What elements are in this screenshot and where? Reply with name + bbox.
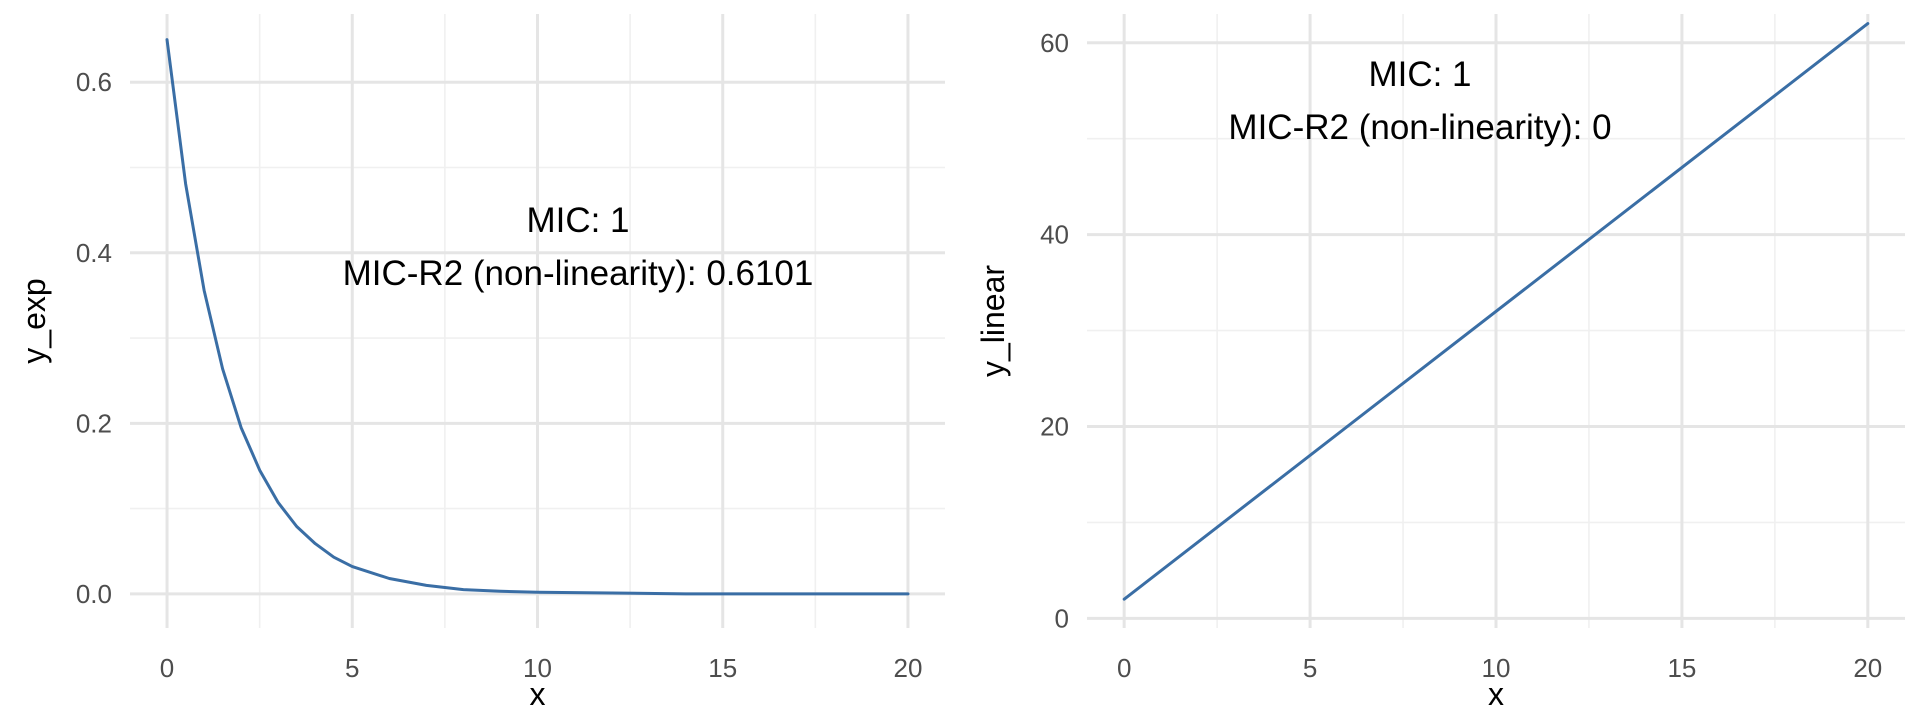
x-axis-title: x — [1488, 676, 1504, 712]
y-tick-label: 40 — [1040, 220, 1069, 250]
x-tick-label: 15 — [1667, 653, 1696, 683]
annotation-mic: MIC: 1 — [526, 201, 629, 240]
annotation-mic: MIC: 1 — [1368, 55, 1471, 94]
x-tick-label: 0 — [160, 653, 174, 683]
x-tick-label: 15 — [708, 653, 737, 683]
chart-panel-2: 0 5 10 15 20 0 20 40 60 x y_linear MIC: 1 MIC-R2 (no… — [975, 14, 1905, 712]
y-tick-label: 0.6 — [76, 67, 112, 97]
y-tick-label: 60 — [1040, 28, 1069, 58]
series-line — [1122, 22, 1870, 601]
annotation-mic-r2: MIC-R2 (non-linearity): 0.6101 — [343, 254, 814, 293]
y-tick-label: 20 — [1040, 412, 1069, 442]
x-tick-label: 20 — [1853, 653, 1882, 683]
x-axis-title: x — [530, 676, 546, 712]
y-tick-label: 0.0 — [76, 579, 112, 609]
chart-panel-1: 0 5 10 15 20 0.0 0.2 0.4 0.6 x y_exp MIC: 1 MIC-R2 (… — [16, 14, 945, 712]
y-tick-label: 0 — [1055, 603, 1069, 633]
x-tick-label: 10 — [1482, 653, 1511, 683]
x-tick-label: 10 — [523, 653, 552, 683]
x-tick-label: 5 — [1303, 653, 1317, 683]
y-axis-title: y_exp — [16, 278, 52, 363]
x-tick-label: 0 — [1117, 653, 1131, 683]
annotation-mic-r2: MIC-R2 (non-linearity): 0 — [1228, 108, 1611, 147]
y-axis-title: y_linear — [975, 265, 1011, 377]
series-line — [165, 38, 910, 596]
x-tick-label: 20 — [893, 653, 922, 683]
y-tick-label: 0.2 — [76, 408, 112, 438]
y-tick-label: 0.4 — [76, 238, 112, 268]
x-tick-label: 5 — [345, 653, 359, 683]
